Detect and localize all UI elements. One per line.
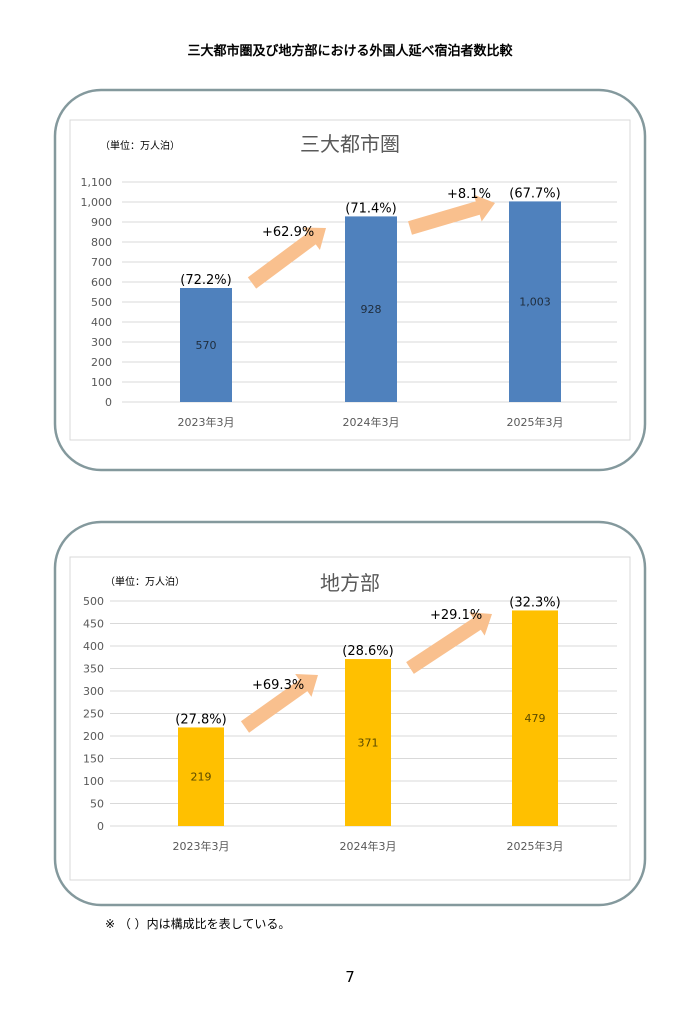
chart-title: 地方部	[320, 571, 380, 595]
growth-arrow-icon	[240, 674, 318, 733]
bar	[345, 216, 397, 402]
category-label: 2025年3月	[507, 839, 564, 853]
y-tick-label: 700	[91, 256, 112, 269]
growth-label: +62.9%	[262, 225, 314, 240]
y-tick-label: 500	[83, 595, 104, 608]
y-tick-label: 150	[83, 753, 104, 766]
share-label: (28.6%)	[342, 644, 393, 659]
y-tick-label: 1,000	[81, 196, 113, 209]
y-tick-label: 900	[91, 216, 112, 229]
y-tick-label: 100	[83, 775, 104, 788]
footnote: ※ （ ）内は構成比を表している。	[105, 917, 291, 931]
bar-value-label: 928	[361, 303, 382, 316]
bar	[345, 659, 391, 826]
y-tick-label: 250	[83, 708, 104, 721]
bar	[512, 610, 558, 826]
bar-value-label: 371	[358, 737, 379, 750]
growth-label: +8.1%	[447, 187, 491, 202]
y-tick-label: 0	[105, 396, 112, 409]
share-label: (32.3%)	[509, 595, 560, 610]
bar	[178, 727, 224, 826]
share-label: (27.8%)	[175, 712, 226, 727]
category-label: 2023年3月	[173, 839, 230, 853]
y-tick-label: 50	[90, 798, 104, 811]
bar	[180, 288, 232, 402]
y-tick-label: 0	[97, 820, 104, 833]
bar-value-label: 570	[196, 339, 217, 352]
y-tick-label: 400	[91, 316, 112, 329]
y-tick-label: 300	[91, 336, 112, 349]
growth-label: +29.1%	[430, 608, 482, 623]
growth-arrow-icon	[406, 612, 492, 674]
y-tick-label: 500	[91, 296, 112, 309]
growth-arrow-icon	[247, 227, 326, 289]
category-label: 2023年3月	[178, 415, 235, 429]
y-tick-label: 200	[83, 730, 104, 743]
y-tick-label: 100	[91, 376, 112, 389]
y-tick-label: 300	[83, 685, 104, 698]
share-label: (72.2%)	[180, 273, 231, 288]
unit-label: （単位：万人泊）	[105, 575, 185, 588]
page-title: 三大都市圏及び地方部における外国人延べ宿泊者数比較	[187, 44, 513, 59]
bar-value-label: 1,003	[519, 296, 551, 309]
share-label: (71.4%)	[345, 201, 396, 216]
unit-label: （単位：万人泊）	[100, 139, 180, 152]
category-label: 2025年3月	[507, 415, 564, 429]
y-tick-label: 450	[83, 618, 104, 631]
y-tick-label: 400	[83, 640, 104, 653]
bar	[509, 201, 561, 402]
chart-frame	[53, 88, 647, 472]
bar-value-label: 479	[525, 712, 546, 725]
y-tick-label: 800	[91, 236, 112, 249]
y-tick-label: 200	[91, 356, 112, 369]
chart-title: 三大都市圏	[300, 132, 400, 156]
y-tick-label: 1,100	[81, 176, 113, 189]
share-label: (67.7%)	[509, 186, 560, 201]
page-number: 7	[345, 968, 355, 986]
growth-arrow-icon	[408, 194, 495, 235]
category-label: 2024年3月	[343, 415, 400, 429]
growth-label: +69.3%	[252, 678, 304, 693]
chart-frame	[53, 520, 647, 907]
y-tick-label: 350	[83, 663, 104, 676]
bar-value-label: 219	[191, 771, 212, 784]
y-tick-label: 600	[91, 276, 112, 289]
category-label: 2024年3月	[340, 839, 397, 853]
